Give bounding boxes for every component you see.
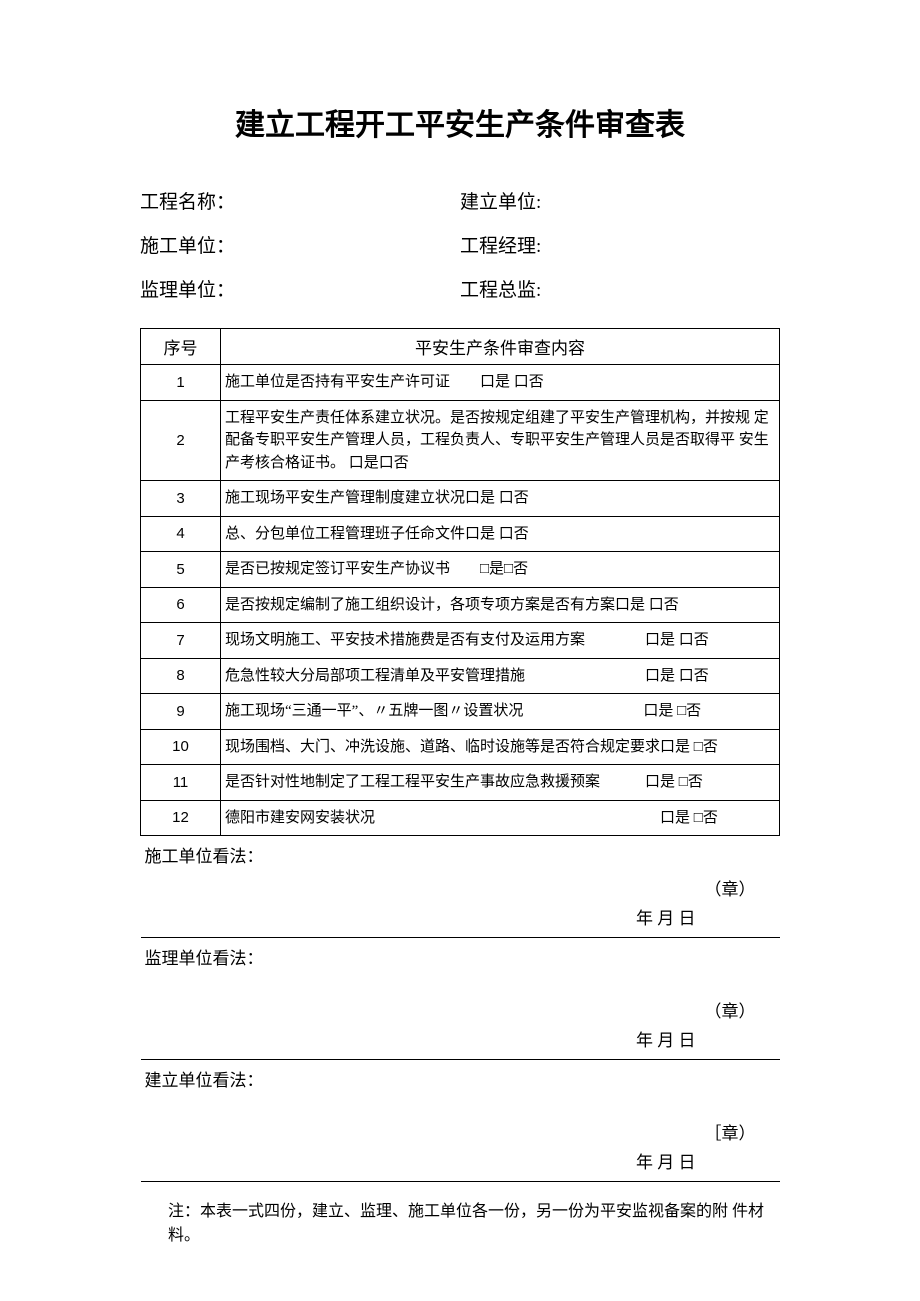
- opinion-row-construction: 施工单位看法： （章） 年 月 日: [141, 836, 780, 938]
- row-content: 现场围档、大门、冲洗设施、道路、临时设施等是否符合规定要求口是 □否: [221, 729, 780, 765]
- table-row: 1 施工单位是否持有平安生产许可证 口是 口否: [141, 365, 780, 401]
- opinion-label: 建立单位看法：: [145, 1066, 776, 1091]
- row-num: 6: [141, 587, 221, 623]
- opinion-build: 建立单位看法： ［章） 年 月 日: [141, 1060, 780, 1182]
- table-row: 9 施工现场“三通一平”、〃五牌一图〃设置状况 口是 □否: [141, 694, 780, 730]
- row-num: 10: [141, 729, 221, 765]
- chief-supervisor-label: 工程总监:: [460, 272, 780, 310]
- supervision-unit-label: 监理单位：: [140, 272, 460, 310]
- footnote: 注：本表一式四份，建立、监理、施工单位各一份，另一份为平安监视备案的附 件材料。: [140, 1200, 780, 1248]
- table-row: 11 是否针对性地制定了工程工程平安生产事故应急救援预案 口是 □否: [141, 765, 780, 801]
- table-row: 3 施工现场平安生产管理制度建立状况口是 口否: [141, 481, 780, 517]
- opinion-row-supervision: 监理单位看法： （章） 年 月 日: [141, 938, 780, 1060]
- row-content: 危急性较大分局部项工程清单及平安管理措施 口是 口否: [221, 658, 780, 694]
- table-row: 12 德阳市建安网安装状况 口是 □否: [141, 800, 780, 836]
- table-row: 5 是否已按规定签订平安生产协议书 □是□否: [141, 552, 780, 588]
- row-content: 总、分包单位工程管理班子任命文件口是 口否: [221, 516, 780, 552]
- row-num: 5: [141, 552, 221, 588]
- stamp-text: （章）: [145, 875, 776, 900]
- row-num: 7: [141, 623, 221, 659]
- date-text: 年 月 日: [145, 904, 776, 929]
- info-row-3: 监理单位： 工程总监:: [140, 272, 780, 310]
- row-content: 是否针对性地制定了工程工程平安生产事故应急救援预案 口是 □否: [221, 765, 780, 801]
- row-content: 德阳市建安网安装状况 口是 □否: [221, 800, 780, 836]
- info-row-2: 施工单位： 工程经理:: [140, 228, 780, 266]
- opinion-supervision: 监理单位看法： （章） 年 月 日: [141, 938, 780, 1060]
- header-content: 平安生产条件审查内容: [221, 329, 780, 365]
- info-row-1: 工程名称： 建立单位:: [140, 184, 780, 222]
- date-text: 年 月 日: [145, 1148, 776, 1173]
- table-row: 8 危急性较大分局部项工程清单及平安管理措施 口是 口否: [141, 658, 780, 694]
- row-content: 施工单位是否持有平安生产许可证 口是 口否: [221, 365, 780, 401]
- row-content: 施工现场“三通一平”、〃五牌一图〃设置状况 口是 □否: [221, 694, 780, 730]
- review-table: 序号 平安生产条件审查内容 1 施工单位是否持有平安生产许可证 口是 口否 2 …: [140, 328, 780, 1182]
- opinion-row-build: 建立单位看法： ［章） 年 月 日: [141, 1060, 780, 1182]
- construction-unit-label: 施工单位：: [140, 228, 460, 266]
- stamp-text: ［章）: [145, 1119, 776, 1144]
- project-name-label: 工程名称：: [140, 184, 460, 222]
- row-num: 3: [141, 481, 221, 517]
- table-row: 10 现场围档、大门、冲洗设施、道路、临时设施等是否符合规定要求口是 □否: [141, 729, 780, 765]
- row-num: 12: [141, 800, 221, 836]
- row-num: 8: [141, 658, 221, 694]
- opinion-label: 施工单位看法：: [145, 842, 776, 867]
- stamp-text: （章）: [145, 997, 776, 1022]
- row-num: 4: [141, 516, 221, 552]
- row-num: 9: [141, 694, 221, 730]
- document-title: 建立工程开工平安生产条件审查表: [140, 100, 780, 144]
- table-row: 4 总、分包单位工程管理班子任命文件口是 口否: [141, 516, 780, 552]
- opinion-construction: 施工单位看法： （章） 年 月 日: [141, 836, 780, 938]
- header-seq: 序号: [141, 329, 221, 365]
- table-row: 2 工程平安生产责任体系建立状况。是否按规定组建了平安生产管理机构，并按规 定配…: [141, 400, 780, 481]
- row-num: 11: [141, 765, 221, 801]
- date-text: 年 月 日: [145, 1026, 776, 1051]
- row-content: 是否已按规定签订平安生产协议书 □是□否: [221, 552, 780, 588]
- row-content: 是否按规定编制了施工组织设计，各项专项方案是否有方案口是 口否: [221, 587, 780, 623]
- build-unit-label: 建立单位:: [460, 184, 780, 222]
- row-content: 工程平安生产责任体系建立状况。是否按规定组建了平安生产管理机构，并按规 定配备专…: [221, 400, 780, 481]
- opinion-label: 监理单位看法：: [145, 944, 776, 969]
- row-content: 施工现场平安生产管理制度建立状况口是 口否: [221, 481, 780, 517]
- info-section: 工程名称： 建立单位: 施工单位： 工程经理: 监理单位： 工程总监:: [140, 184, 780, 310]
- row-num: 2: [141, 400, 221, 481]
- table-header-row: 序号 平安生产条件审查内容: [141, 329, 780, 365]
- table-row: 7 现场文明施工、平安技术措施费是否有支付及运用方案 口是 口否: [141, 623, 780, 659]
- project-manager-label: 工程经理:: [460, 228, 780, 266]
- row-content: 现场文明施工、平安技术措施费是否有支付及运用方案 口是 口否: [221, 623, 780, 659]
- table-row: 6 是否按规定编制了施工组织设计，各项专项方案是否有方案口是 口否: [141, 587, 780, 623]
- row-num: 1: [141, 365, 221, 401]
